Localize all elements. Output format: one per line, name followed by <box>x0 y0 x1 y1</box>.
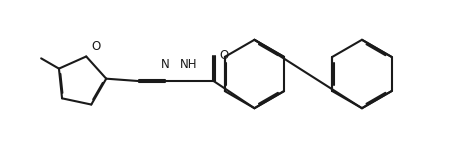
Text: NH: NH <box>179 58 196 71</box>
Text: O: O <box>91 40 100 53</box>
Text: O: O <box>219 49 228 62</box>
Text: N: N <box>160 58 169 71</box>
